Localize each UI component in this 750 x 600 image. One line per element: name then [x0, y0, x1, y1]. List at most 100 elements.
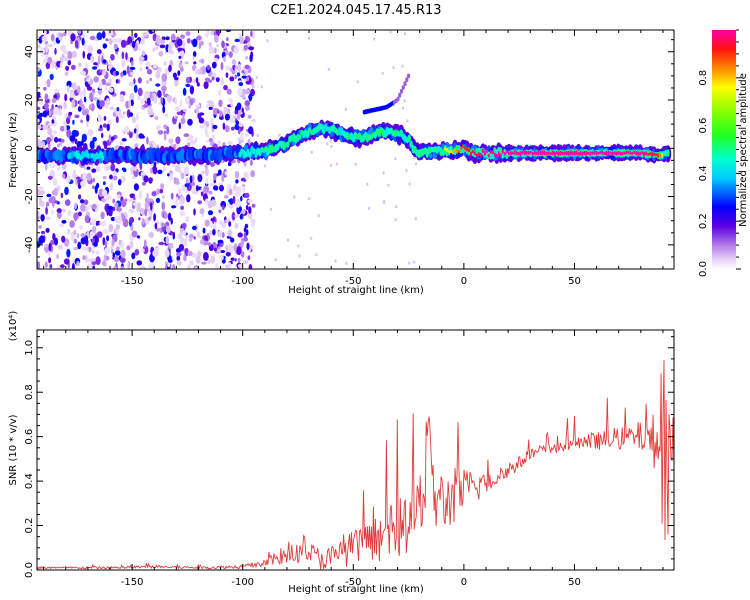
- noise-speck: [82, 172, 88, 181]
- noise-speck: [46, 193, 52, 198]
- noise-speck: [129, 92, 135, 102]
- noise-speck: [80, 119, 83, 124]
- noise-speck: [130, 71, 135, 76]
- noise-speck: [101, 198, 106, 203]
- noise-speck: [66, 129, 72, 138]
- noise-speck: [234, 38, 240, 43]
- noise-speck: [188, 233, 194, 239]
- noise-speck: [221, 232, 225, 238]
- noise-speck: [90, 258, 96, 262]
- noise-speck: [226, 88, 232, 95]
- noise-speck: [51, 104, 54, 110]
- ridge-point: [541, 149, 544, 156]
- noise-speck: [146, 68, 153, 75]
- noise-speck: [38, 225, 42, 229]
- noise-speck: [39, 47, 46, 55]
- noise-speck: [89, 140, 96, 150]
- noise-speck: [140, 266, 146, 269]
- noise-speck: [136, 235, 141, 239]
- ridge-point: [460, 146, 462, 150]
- noise-speck: [91, 218, 97, 226]
- noise-speck: [315, 253, 318, 257]
- noise-speck: [198, 117, 204, 124]
- noise-speck: [189, 175, 193, 184]
- ridge-point: [529, 150, 532, 155]
- noise-speck: [84, 215, 90, 223]
- noise-speck: [243, 171, 249, 181]
- noise-speck: [102, 229, 109, 235]
- noise-speck: [193, 61, 197, 65]
- noise-speck: [187, 118, 193, 126]
- noise-speck: [345, 261, 348, 265]
- noise-speck: [48, 110, 52, 117]
- noise-speck: [185, 233, 189, 242]
- noise-speck: [133, 183, 139, 191]
- noise-speck: [92, 249, 95, 254]
- noise-speck: [251, 221, 255, 228]
- noise-speck: [131, 230, 138, 238]
- noise-speck: [163, 124, 167, 129]
- ridge-point: [641, 151, 644, 155]
- noise-speck: [163, 81, 167, 86]
- noise-speck: [229, 198, 234, 205]
- noise-speck: [274, 258, 277, 262]
- noise-speck: [162, 105, 166, 114]
- ridge-point: [513, 150, 516, 155]
- noise-speck: [234, 124, 240, 131]
- ridge-point: [477, 152, 480, 156]
- noise-speck: [53, 94, 58, 99]
- noise-speck: [154, 115, 159, 121]
- noise-speck: [54, 136, 59, 143]
- ridge-point: [559, 150, 562, 156]
- noise-speck: [189, 98, 194, 106]
- noise-speck: [226, 187, 229, 196]
- noise-speck: [113, 266, 117, 269]
- noise-speck: [121, 213, 124, 219]
- noise-speck: [229, 204, 234, 209]
- noise-speck: [231, 59, 237, 65]
- ridge-point: [645, 151, 648, 156]
- noise-speck: [47, 175, 53, 180]
- noise-speck: [165, 225, 171, 234]
- noise-speck: [221, 40, 225, 49]
- noise-speck: [110, 216, 116, 222]
- noise-speck: [108, 58, 112, 66]
- noise-speck: [138, 47, 142, 52]
- noise-speck: [128, 99, 132, 108]
- noise-speck: [86, 77, 91, 83]
- noise-speck: [193, 51, 197, 58]
- noise-speck: [39, 196, 42, 203]
- x-tick-label: -50: [345, 276, 361, 287]
- noise-speck: [38, 186, 44, 191]
- noise-speck: [85, 75, 90, 79]
- noise-speck: [37, 44, 41, 49]
- noise-speck: [69, 135, 76, 142]
- noise-speck: [77, 30, 82, 35]
- noise-speck: [147, 216, 152, 221]
- noise-speck: [228, 98, 232, 103]
- noise-speck: [185, 177, 189, 184]
- noise-speck: [98, 128, 103, 132]
- noise-speck: [126, 65, 130, 74]
- noise-speck: [179, 200, 183, 205]
- noise-speck: [241, 75, 248, 79]
- ridge-point: [601, 150, 604, 155]
- noise-speck: [141, 248, 145, 253]
- noise-speck: [81, 110, 88, 116]
- noise-speck: [100, 211, 105, 220]
- noise-speck: [108, 78, 113, 84]
- noise-speck: [79, 90, 84, 99]
- noise-speck: [205, 178, 209, 185]
- noise-speck: [101, 30, 106, 39]
- noise-speck: [251, 203, 256, 208]
- noise-speck: [97, 55, 101, 65]
- noise-speck: [168, 138, 174, 144]
- noise-speck: [208, 42, 212, 48]
- noise-speck: [212, 181, 217, 187]
- noise-speck: [194, 266, 198, 269]
- noise-speck: [152, 249, 159, 257]
- noise-speck: [37, 261, 41, 269]
- noise-speck: [71, 83, 76, 89]
- noise-speck: [234, 110, 239, 115]
- noise-speck: [174, 78, 179, 87]
